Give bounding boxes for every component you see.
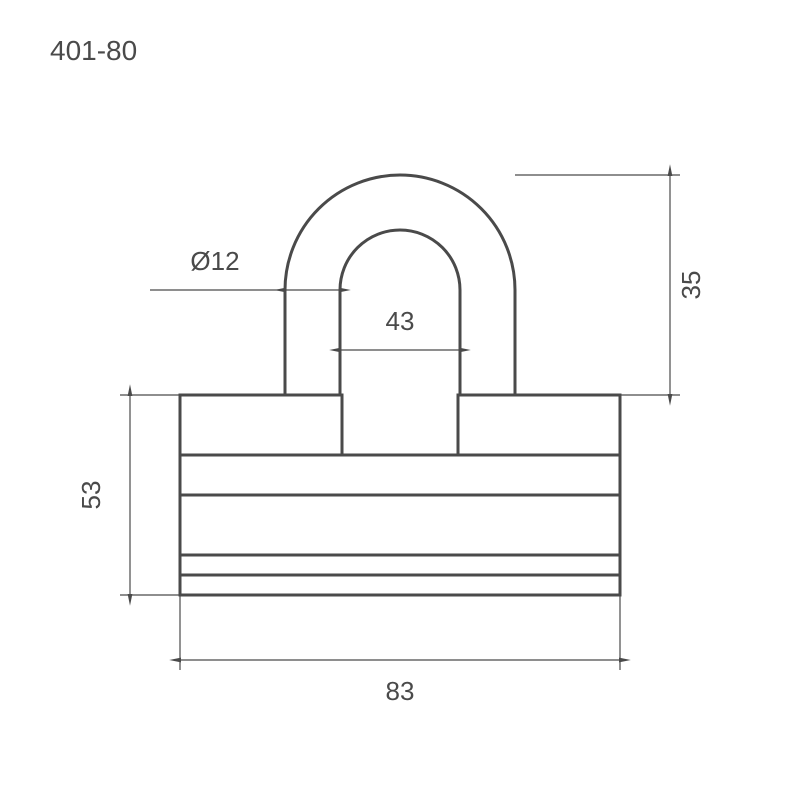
dim-label: 53 — [76, 481, 106, 510]
dim-label: 35 — [676, 271, 706, 300]
dim-label: 83 — [386, 676, 415, 706]
dim-label: 43 — [386, 306, 415, 336]
padlock-technical-drawing: 401-80 83 53 35 43 Ø12 — [0, 0, 800, 800]
dim-label: Ø12 — [190, 246, 239, 276]
shackle-outer-arc — [285, 175, 515, 290]
drawing-title: 401-80 — [50, 35, 137, 66]
shackle-inner-arc — [340, 230, 460, 290]
